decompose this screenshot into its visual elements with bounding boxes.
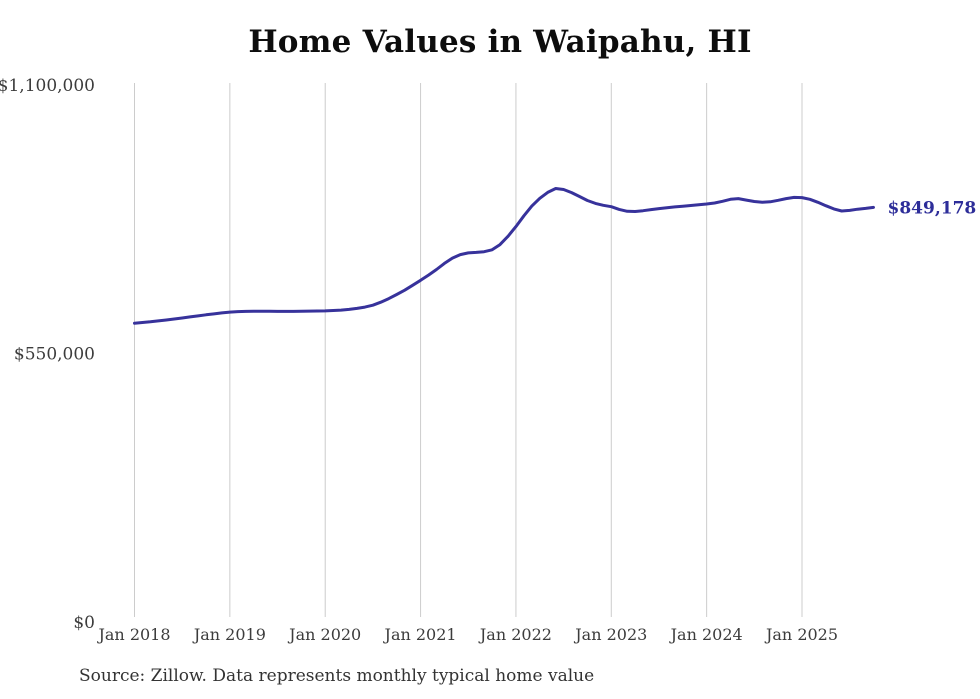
source-note: Source: Zillow. Data represents monthly … [79,666,595,686]
x-tick-label-jan-2020: Jan 2020 [287,625,361,644]
x-tick-label-jan-2024: Jan 2024 [669,625,743,644]
y-tick-label-550000: $550,000 [14,345,95,365]
chart-title: Home Values in Waipahu, HI [248,24,752,60]
x-tick-label-jan-2021: Jan 2021 [383,625,457,644]
x-tick-label-jan-2022: Jan 2022 [478,625,552,644]
value-line [133,187,875,325]
x-tick-label-jan-2018: Jan 2018 [96,625,170,644]
latest-value-label: $849,178 [888,198,977,218]
x-tick-label-jan-2025: Jan 2025 [764,625,838,644]
x-tick-label-jan-2019: Jan 2019 [192,625,266,644]
y-tick-label-1100000: $1,100,000 [0,76,95,96]
x-tick-label-jan-2023: Jan 2023 [573,625,647,644]
y-tick-label-0: $0 [73,613,95,633]
